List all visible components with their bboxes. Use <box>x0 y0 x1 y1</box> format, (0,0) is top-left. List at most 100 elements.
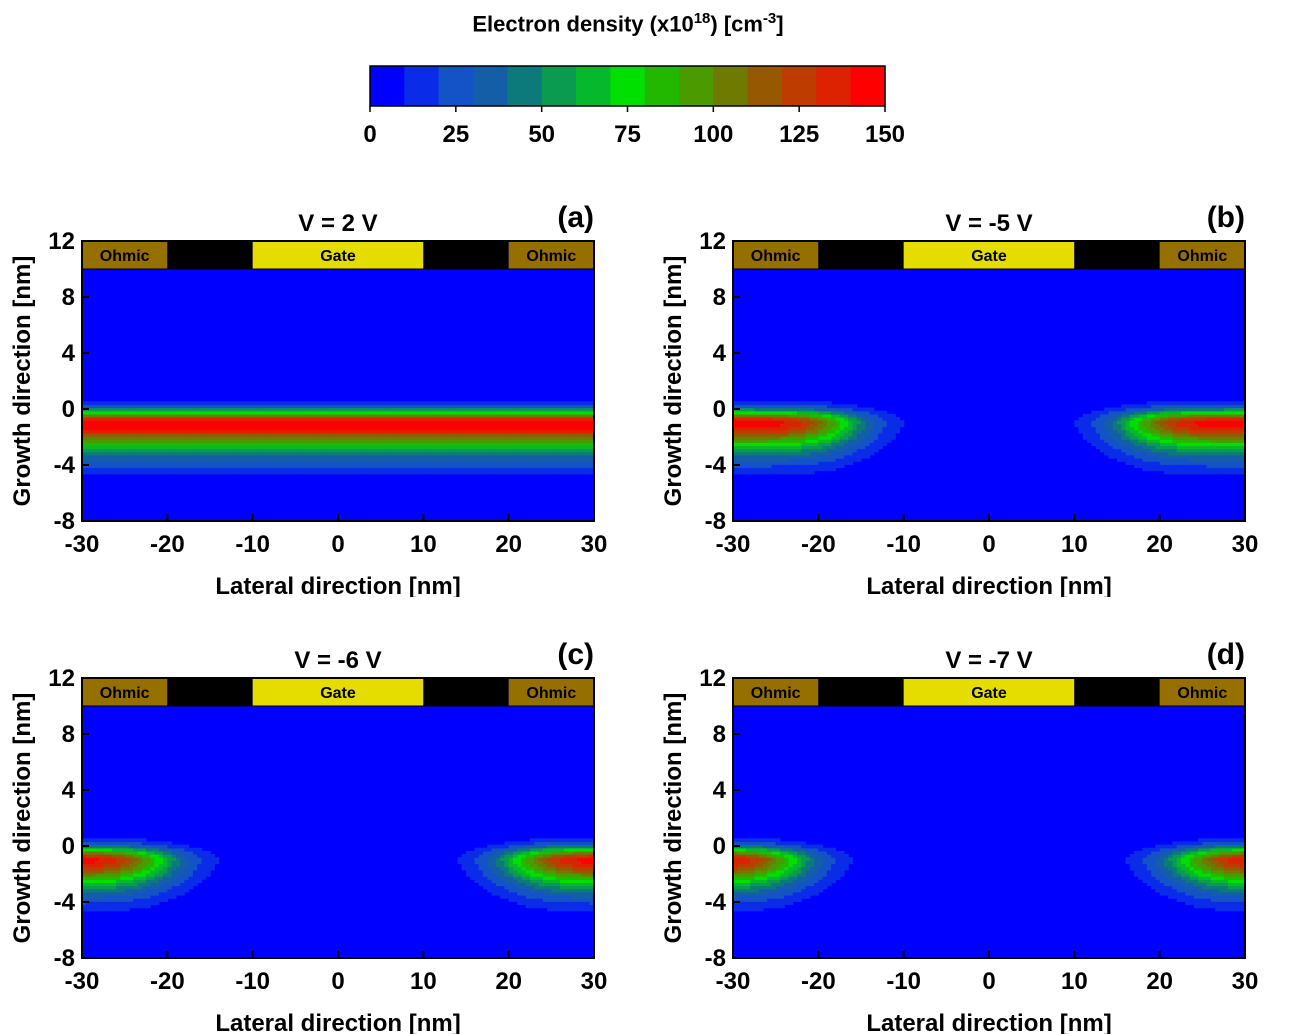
heatmap-cell <box>758 432 764 437</box>
heatmap-cell <box>525 435 531 440</box>
heatmap-cell <box>457 432 463 437</box>
heatmap-cell <box>784 423 790 428</box>
heatmap-cell <box>410 448 416 453</box>
heatmap-cell <box>1121 413 1127 418</box>
heatmap-cell <box>282 454 288 459</box>
heatmap-cell <box>538 872 544 877</box>
heatmap-cell <box>355 423 360 428</box>
heatmap-cell <box>158 423 164 428</box>
heatmap-cell <box>538 445 544 450</box>
heatmap-cell <box>419 461 424 465</box>
heatmap-cell <box>116 426 121 431</box>
heatmap-cell <box>171 879 177 883</box>
x-tick-label: 20 <box>495 531 522 558</box>
heatmap-cell <box>218 401 224 406</box>
heatmap-cell <box>1104 439 1110 443</box>
heatmap-cell <box>771 454 777 459</box>
heatmap-cell <box>124 872 130 877</box>
heatmap-cell <box>1168 407 1174 412</box>
heatmap-cell <box>137 891 143 896</box>
heatmap-cell <box>491 467 497 472</box>
heatmap-cell <box>453 451 459 456</box>
heatmap-cell <box>269 426 275 431</box>
heatmap-cell <box>308 445 313 450</box>
heatmap-cell <box>197 461 203 465</box>
heatmap-cell <box>848 432 854 437</box>
heatmap-cell <box>419 467 424 472</box>
heatmap-cell <box>1108 432 1114 437</box>
heatmap-cell <box>261 467 267 472</box>
heatmap-cell <box>1117 413 1122 418</box>
heatmap-cell <box>397 445 403 450</box>
heatmap-cell <box>1099 429 1105 434</box>
heatmap-cell <box>1134 458 1139 462</box>
heatmap-cell <box>329 435 335 440</box>
heatmap-cell <box>512 885 518 890</box>
heatmap-cell <box>188 467 194 472</box>
heatmap-cell <box>1185 429 1191 434</box>
heatmap-cell <box>99 885 104 890</box>
heatmap-cell <box>495 885 501 890</box>
heatmap-cell <box>1223 470 1229 475</box>
heatmap-cell <box>530 464 535 469</box>
heatmap-cell <box>205 872 211 877</box>
heatmap-cell <box>771 426 777 431</box>
heatmap-cell <box>576 872 582 877</box>
heatmap-cell <box>154 404 160 409</box>
heatmap-cell <box>171 413 177 418</box>
heatmap-cell <box>312 417 318 421</box>
heatmap-cell <box>192 432 198 437</box>
heatmap-cell <box>436 448 441 453</box>
heatmap-cell <box>248 429 254 434</box>
heatmap-cell <box>350 451 356 456</box>
heatmap-cell <box>1206 464 1212 469</box>
heatmap-cell <box>299 423 305 428</box>
heatmap-cell <box>256 429 262 434</box>
heatmap-cell <box>346 435 352 440</box>
heatmap-cell <box>137 461 143 465</box>
heatmap-cell <box>1198 429 1203 434</box>
heatmap-cell <box>1117 442 1122 446</box>
heatmap-cell <box>572 879 578 883</box>
heatmap-cell <box>547 872 552 877</box>
heatmap-cell <box>538 891 544 896</box>
heatmap-cell <box>111 461 117 465</box>
heatmap-cell <box>589 885 594 890</box>
heatmap-cell <box>1142 404 1148 409</box>
heatmap-cell <box>457 435 463 440</box>
heatmap-cell <box>487 401 493 406</box>
heatmap-cell <box>175 417 181 421</box>
heatmap-cell <box>818 435 824 440</box>
heatmap-cell <box>733 439 738 443</box>
heatmap-cell <box>572 454 578 459</box>
heatmap-cell <box>163 461 168 465</box>
heatmap-cell <box>248 448 254 453</box>
heatmap-cell <box>568 410 574 415</box>
heatmap-cell <box>818 404 824 409</box>
heatmap-cell <box>120 454 126 459</box>
heatmap-cell <box>737 423 743 428</box>
heatmap-cell <box>406 448 412 453</box>
heatmap-cell <box>325 423 331 428</box>
heatmap-cell <box>86 885 92 890</box>
heatmap-cell <box>788 448 794 453</box>
heatmap-cell <box>146 879 151 883</box>
heatmap-cell <box>792 454 798 459</box>
heatmap-cell <box>103 891 109 896</box>
heatmap-cell <box>346 464 352 469</box>
heatmap-cell <box>86 423 92 428</box>
heatmap-cell <box>530 470 535 475</box>
heatmap-cell <box>192 442 198 446</box>
heatmap-cell <box>120 423 126 428</box>
heatmap-cell <box>282 467 288 472</box>
heatmap-cell <box>461 461 467 465</box>
heatmap-cell <box>111 872 117 877</box>
heatmap-cell <box>1240 407 1245 412</box>
heatmap-cell <box>512 429 518 434</box>
heatmap-cell <box>359 426 365 431</box>
heatmap-cell <box>568 888 574 893</box>
heatmap-cell <box>205 426 211 431</box>
heatmap-cell <box>94 872 100 877</box>
heatmap-cell <box>261 454 267 459</box>
heatmap-plot-area <box>733 241 1245 521</box>
